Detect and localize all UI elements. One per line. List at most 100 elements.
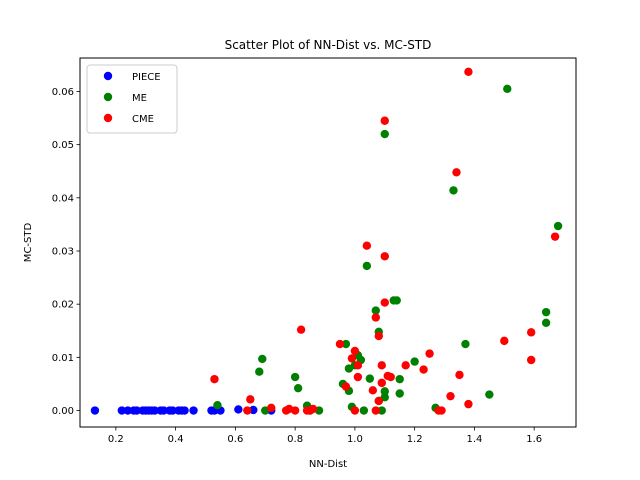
me-point bbox=[410, 357, 419, 366]
x-tick-label: 0.4 bbox=[168, 434, 184, 445]
y-axis-label: MC-STD bbox=[23, 223, 34, 263]
cme-point bbox=[500, 336, 509, 346]
me-point bbox=[290, 372, 300, 382]
y-tick-label: 0.02 bbox=[52, 300, 74, 311]
plot-frame bbox=[79, 57, 577, 428]
me-point bbox=[380, 393, 389, 402]
cme-point bbox=[401, 361, 410, 370]
x-axis-ticks: 0.2 0.4 0.6 0.8 1.0 1.2 1.4 1.6 bbox=[108, 427, 542, 445]
cme-point bbox=[437, 406, 446, 415]
piece-point bbox=[117, 406, 127, 415]
cme-point bbox=[464, 399, 473, 409]
me-point bbox=[553, 221, 563, 231]
x-tick-label: 1.6 bbox=[526, 434, 542, 445]
cme-point bbox=[371, 406, 381, 415]
me-point bbox=[213, 401, 222, 410]
cme-point bbox=[374, 396, 383, 406]
me-point bbox=[371, 306, 381, 315]
legend-items: PIECE ME CME bbox=[103, 71, 161, 125]
cme-point bbox=[419, 365, 428, 374]
y-tick-label: 0.03 bbox=[52, 247, 74, 258]
x-tick-label: 1.0 bbox=[347, 434, 363, 445]
cme-point bbox=[526, 355, 536, 365]
cme-point bbox=[550, 232, 560, 241]
cme-point bbox=[380, 252, 389, 261]
me-point bbox=[461, 339, 470, 349]
cme-point bbox=[362, 241, 372, 250]
cme-point bbox=[526, 328, 536, 337]
legend-label-piece: PIECE bbox=[132, 72, 161, 83]
cme-point bbox=[267, 403, 276, 413]
x-tick-label: 1.4 bbox=[466, 434, 482, 445]
me-point bbox=[362, 261, 372, 271]
cme-point bbox=[374, 331, 383, 341]
cme-point bbox=[377, 361, 386, 370]
cme-point bbox=[380, 116, 389, 125]
cme-point bbox=[380, 298, 389, 307]
cme-point bbox=[371, 313, 381, 322]
y-tick-label: 0.00 bbox=[52, 406, 74, 417]
cme-point bbox=[452, 168, 461, 177]
legend-label-cme: CME bbox=[132, 114, 154, 125]
me-point bbox=[395, 389, 404, 398]
piece-point bbox=[159, 406, 168, 415]
cme-point bbox=[353, 372, 363, 382]
me-point bbox=[293, 383, 303, 393]
cme-point bbox=[377, 378, 386, 388]
piece-point bbox=[234, 405, 243, 414]
me-point bbox=[380, 387, 389, 396]
cme-point bbox=[386, 372, 395, 382]
cme-point bbox=[446, 391, 455, 401]
cme-point bbox=[296, 325, 306, 334]
piece-point bbox=[123, 406, 133, 415]
cme-point bbox=[335, 339, 345, 349]
me-point bbox=[359, 406, 369, 415]
legend-marker-cme bbox=[103, 113, 113, 123]
y-tick-label: 0.04 bbox=[52, 193, 74, 204]
me-point bbox=[541, 318, 551, 327]
cme-point bbox=[246, 395, 255, 404]
cme-point bbox=[368, 386, 378, 395]
cme-point bbox=[350, 406, 360, 415]
cme-point bbox=[290, 406, 300, 415]
cme-point bbox=[350, 346, 360, 356]
me-point bbox=[485, 390, 494, 399]
me-point bbox=[392, 296, 401, 305]
me-point bbox=[258, 354, 267, 364]
piece-point bbox=[168, 406, 177, 415]
me-point bbox=[341, 339, 351, 349]
cme-point bbox=[347, 354, 357, 363]
legend-label-me: ME bbox=[132, 93, 147, 104]
points-layer bbox=[90, 67, 563, 415]
x-tick-label: 1.2 bbox=[407, 434, 423, 445]
piece-point bbox=[132, 406, 141, 415]
x-tick-label: 0.6 bbox=[227, 434, 243, 445]
piece-point bbox=[150, 406, 159, 415]
cme-point bbox=[210, 374, 219, 384]
y-tick-label: 0.01 bbox=[52, 353, 74, 364]
cme-point bbox=[425, 349, 434, 358]
me-point bbox=[380, 129, 389, 139]
y-tick-label: 0.05 bbox=[52, 140, 74, 151]
legend: PIECE ME CME bbox=[86, 64, 178, 134]
legend-marker-piece bbox=[103, 71, 113, 81]
x-tick-label: 0.8 bbox=[287, 434, 303, 445]
chart-title: Scatter Plot of NN-Dist vs. MC-STD bbox=[225, 38, 432, 52]
piece-point bbox=[90, 406, 100, 415]
cme-point bbox=[353, 361, 363, 370]
x-axis-label: NN-Dist bbox=[309, 459, 347, 470]
cme-point bbox=[341, 382, 351, 391]
y-tick-label: 0.06 bbox=[52, 87, 74, 98]
piece-point bbox=[189, 406, 198, 415]
x-tick-label: 0.2 bbox=[108, 434, 124, 445]
me-point bbox=[541, 307, 551, 317]
cme-point bbox=[308, 404, 318, 414]
me-point bbox=[377, 406, 386, 415]
me-point bbox=[449, 186, 458, 195]
me-point bbox=[365, 374, 375, 383]
me-point bbox=[255, 367, 264, 376]
me-point bbox=[503, 84, 512, 94]
me-point bbox=[395, 374, 404, 384]
cme-point bbox=[464, 67, 473, 77]
